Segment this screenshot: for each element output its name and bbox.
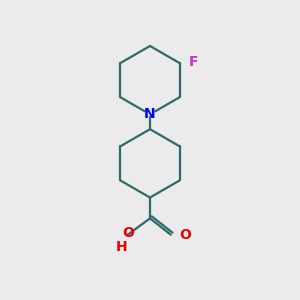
Text: H: H (116, 240, 128, 254)
Text: O: O (179, 228, 191, 242)
Text: F: F (188, 55, 198, 69)
Text: O: O (122, 226, 134, 240)
Text: N: N (144, 107, 156, 121)
